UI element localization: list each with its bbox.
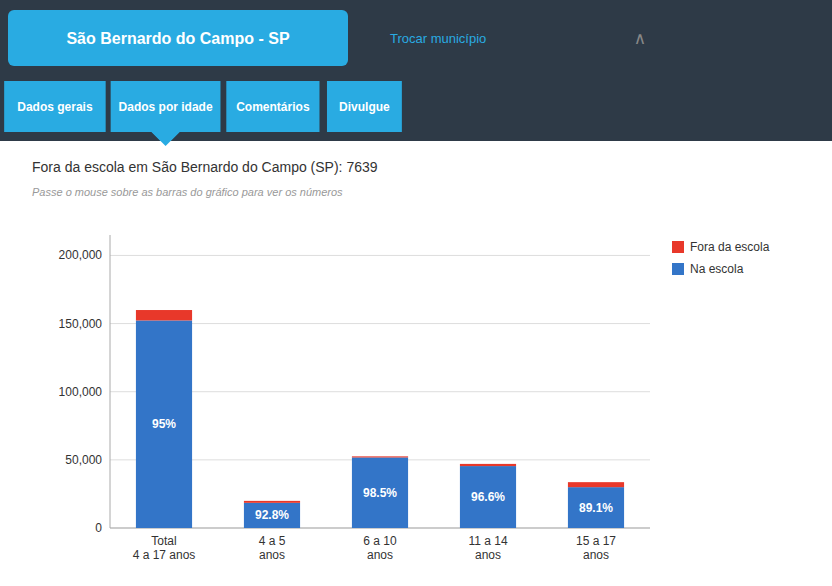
subtitle: Passe o mouse sobre as barras do gráfico… [32, 186, 343, 198]
tab-pointer [152, 132, 180, 146]
y-tick-label: 150,000 [59, 317, 103, 331]
y-tick-label: 100,000 [59, 385, 103, 399]
x-tick-label-line: anos [259, 548, 285, 562]
legend-label: Na escola [690, 262, 744, 276]
header-box [8, 10, 348, 66]
tab [111, 81, 221, 132]
y-tick-label: 200,000 [59, 248, 103, 262]
grid-line [110, 255, 650, 256]
bar [568, 482, 624, 487]
bar [136, 310, 192, 320]
legend: Fora da escola Na escola [672, 240, 770, 276]
bar [568, 487, 624, 528]
percentage-label: 92.8% [255, 508, 289, 522]
bar [244, 501, 300, 503]
tab [226, 81, 319, 132]
tab-label: Dados gerais [17, 100, 93, 114]
bar [352, 457, 408, 528]
legend-swatch [672, 241, 684, 253]
bars [136, 310, 624, 528]
x-tick-label-line: 4 a 17 anos [133, 548, 196, 562]
x-tick-label: 11 a 14anos [468, 534, 507, 562]
header-background [0, 0, 832, 141]
x-tick-label-line: anos [583, 548, 609, 562]
grid [110, 255, 650, 528]
title: Fora da escola em São Bernardo do Campo … [32, 159, 378, 175]
x-tick-label-line: 11 a 14 [468, 534, 507, 548]
x-tick-label-line: anos [367, 548, 393, 562]
tab-label: Comentários [236, 100, 310, 114]
percentage-label: 95% [152, 417, 176, 431]
tab-label: Dados por idade [119, 100, 213, 114]
bar-labels: 95% 92.8% 98.5% 96.6% 89.1% [152, 417, 613, 522]
y-tick-label: 50,000 [65, 453, 102, 467]
page: São Bernardo do Campo - SP Trocar municíp… [0, 0, 832, 586]
bar [460, 464, 516, 466]
y-tick-label: 0 [95, 521, 102, 535]
x-tick-label: 6 a 10anos [363, 534, 397, 562]
y-axis-line [110, 235, 111, 528]
x-tick-label: 15 a 17anos [576, 534, 616, 562]
x-tick-label-line: 15 a 17 [576, 534, 616, 548]
tab-label: Divulgue [339, 100, 390, 114]
bar [352, 456, 408, 457]
x-tick-label-line: anos [475, 548, 501, 562]
header-text: São Bernardo do Campo - SP [66, 30, 289, 47]
x-tick-label-line: 4 a 5 [259, 534, 286, 548]
legend-label: Fora da escola [690, 240, 770, 254]
tab [4, 81, 106, 132]
percentage-label: 98.5% [363, 486, 397, 500]
x-tick-label: Total4 a 17 anos [133, 534, 196, 562]
chart-background [0, 141, 832, 586]
bar [136, 320, 192, 528]
header-caret: ∧ [634, 29, 646, 48]
percentage-label: 96.6% [471, 490, 505, 504]
legend-swatch [672, 263, 684, 275]
x-tick-label: 4 a 5anos [259, 534, 286, 562]
x-tick-label-line: 6 a 10 [363, 534, 397, 548]
header-subtext: Trocar município [390, 31, 486, 46]
bar [460, 466, 516, 528]
x-tick-label-line: Total [151, 534, 176, 548]
tab [327, 81, 402, 132]
percentage-label: 89.1% [579, 501, 613, 515]
bar [244, 503, 300, 528]
